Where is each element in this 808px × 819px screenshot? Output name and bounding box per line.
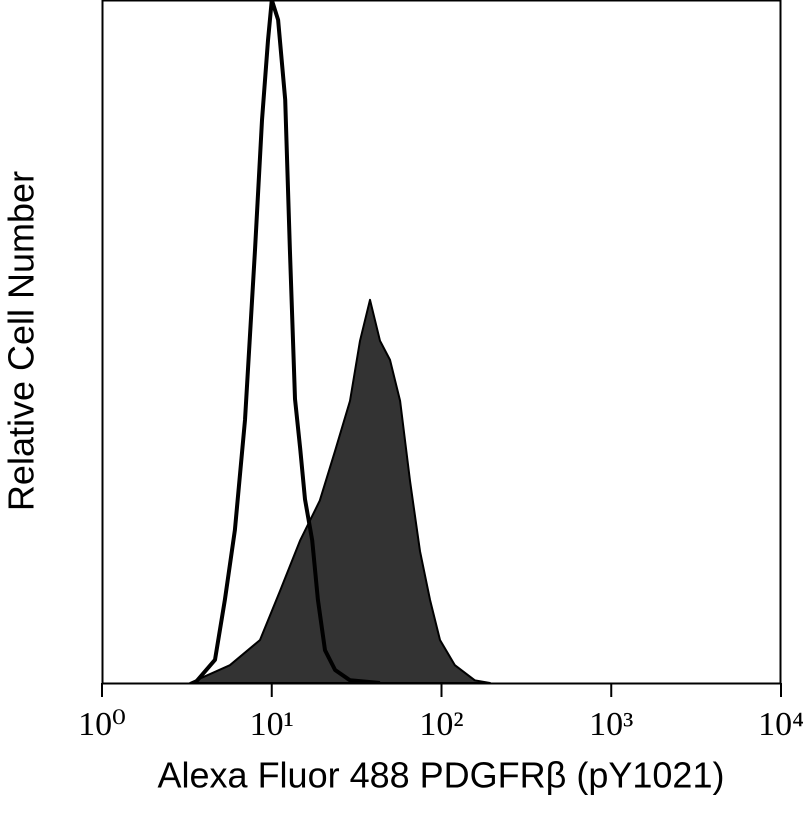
x-tick-label: 10⁴ <box>758 706 804 743</box>
plot-frame <box>101 0 782 685</box>
histogram <box>193 0 381 683</box>
y-axis-label: Relative Cell Number <box>1 171 42 511</box>
x-tick-label: 10³ <box>589 706 633 743</box>
x-tick-label: 10⁰ <box>78 706 126 743</box>
x-tick-label: 10² <box>419 706 463 743</box>
x-tick-label: 10¹ <box>250 706 294 743</box>
x-axis-label: Alexa Fluor 488 PDGFRβ (pY1021) <box>158 755 725 796</box>
plot-area <box>189 0 491 683</box>
histogram <box>189 298 491 683</box>
